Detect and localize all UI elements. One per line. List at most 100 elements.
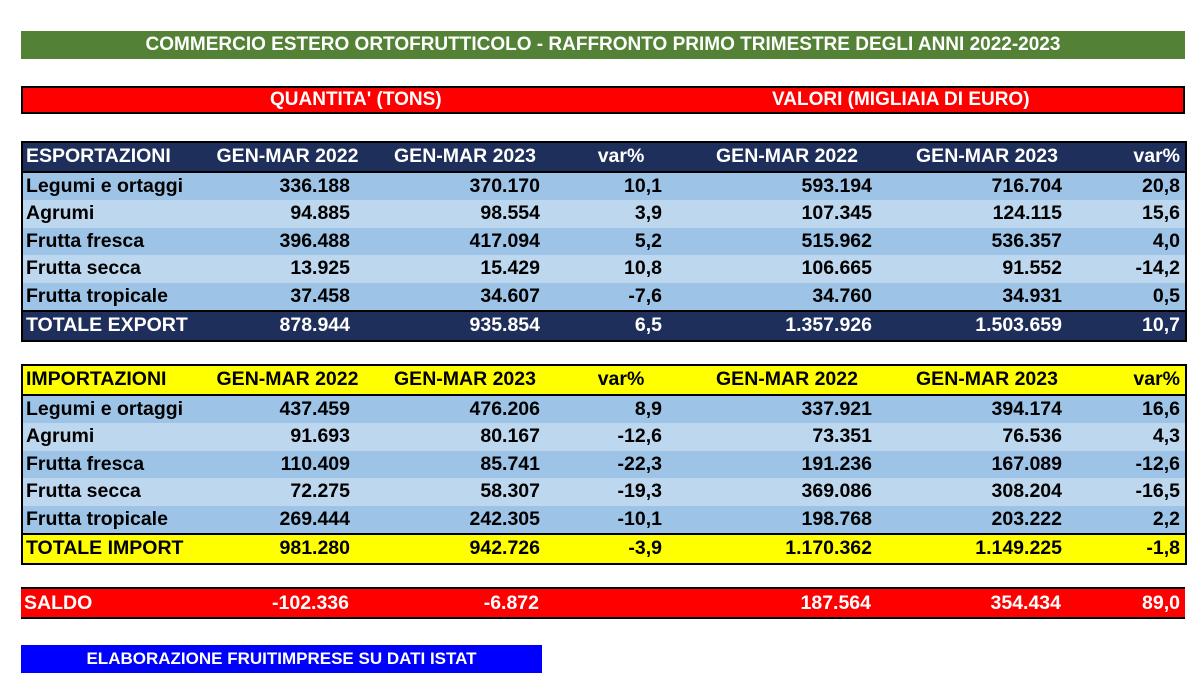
table-cell: 8,9 [560, 393, 682, 423]
table-row: Frutta fresca 396.488 417.094 5,2 515.962 536… [22, 227, 1186, 255]
table-cell: -7,6 [560, 282, 682, 311]
table-cell: GEN-MAR 2023 [892, 365, 1082, 395]
table-cell: 10,7 [1082, 310, 1186, 341]
table-cell: 269.444 [205, 505, 370, 534]
table-row: Frutta fresca 110.409 85.741 -22,3 191.236 16… [22, 450, 1186, 478]
row-label: Frutta tropicale [22, 282, 205, 311]
table-cell: 98.554 [370, 200, 560, 228]
table-cell: 34.607 [370, 282, 560, 311]
table-cell: 94.885 [205, 200, 370, 228]
table-cell: 476.206 [370, 393, 560, 423]
table-cell: 91.693 [205, 423, 370, 451]
table-cell: GEN-MAR 2022 [205, 365, 370, 395]
table-cell: 0,5 [1082, 282, 1186, 311]
table-cell: 16,6 [1082, 393, 1186, 423]
table-cell: 13.925 [205, 255, 370, 283]
table-cell: GEN-MAR 2022 [682, 365, 892, 395]
table-cell: 58.307 [370, 478, 560, 506]
saldo-table: SALDO -102.336 -6.872 187.564 354.434 89,0 [21, 587, 1185, 619]
table-cell: 336.188 [205, 170, 370, 200]
table-cell: var% [560, 365, 682, 395]
table-cell: 2,2 [1082, 505, 1186, 534]
table-cell: 110.409 [205, 450, 370, 478]
table-header-row: ESPORTAZIONI GEN-MAR 2022 GEN-MAR 2023 var%… [22, 142, 1186, 172]
table-cell: 1.503.659 [892, 310, 1082, 341]
table-cell: 536.357 [892, 227, 1082, 255]
table-cell: 15,6 [1082, 200, 1186, 228]
table-cell: 337.921 [682, 393, 892, 423]
row-label: SALDO [21, 587, 204, 619]
table-cell: 417.094 [370, 227, 560, 255]
table-cell: 4,3 [1082, 423, 1186, 451]
table-row: Agrumi 94.885 98.554 3,9 107.345 124.115 15,6 [22, 200, 1186, 228]
table-cell: 73.351 [682, 423, 892, 451]
table-row: Frutta secca 13.925 15.429 10,8 106.665 91.55… [22, 255, 1186, 283]
row-label: IMPORTAZIONI [22, 365, 205, 395]
table-cell: 20,8 [1082, 170, 1186, 200]
table-cell: 1.170.362 [682, 533, 892, 564]
table-cell: 91.552 [892, 255, 1082, 283]
row-label: TOTALE EXPORT [22, 310, 205, 341]
source-note: ELABORAZIONE FRUITIMPRESE SU DATI ISTAT [21, 645, 542, 673]
table-row: Frutta tropicale 37.458 34.607 -7,6 34.760 34… [22, 282, 1186, 311]
table-row: Frutta secca 72.275 58.307 -19,3 369.086 308.… [22, 478, 1186, 506]
table-row: Legumi e ortaggi 437.459 476.206 8,9 337.921… [22, 393, 1186, 423]
table-cell: 187.564 [681, 587, 891, 619]
table-cell: 354.434 [891, 587, 1081, 619]
row-label: Legumi e ortaggi [22, 393, 205, 423]
table-cell: 89,0 [1081, 587, 1185, 619]
table-cell: 1.357.926 [682, 310, 892, 341]
table-cell: 3,9 [560, 200, 682, 228]
row-label: ESPORTAZIONI [22, 142, 205, 172]
table-cell: var% [560, 142, 682, 172]
table-cell: -10,1 [560, 505, 682, 534]
table-cell: -12,6 [560, 423, 682, 451]
row-label: Frutta tropicale [22, 505, 205, 534]
table-cell: 308.204 [892, 478, 1082, 506]
table-cell [559, 587, 681, 619]
table-row: Agrumi 91.693 80.167 -12,6 73.351 76.536 4,3 [22, 423, 1186, 451]
table-cell: 515.962 [682, 227, 892, 255]
table-cell: 80.167 [370, 423, 560, 451]
table-cell: var% [1082, 142, 1186, 172]
row-label: Frutta fresca [22, 450, 205, 478]
table-cell: 10,1 [560, 170, 682, 200]
export-table: ESPORTAZIONI GEN-MAR 2022 GEN-MAR 2023 var%… [21, 141, 1187, 342]
table-cell: 942.726 [370, 533, 560, 564]
saldo-row: SALDO -102.336 -6.872 187.564 354.434 89,0 [21, 587, 1185, 619]
row-label: Legumi e ortaggi [22, 170, 205, 200]
row-label: Agrumi [22, 200, 205, 228]
table-cell: 191.236 [682, 450, 892, 478]
table-cell: -3,9 [560, 533, 682, 564]
table-cell: 167.089 [892, 450, 1082, 478]
table-cell: 76.536 [892, 423, 1082, 451]
import-table: IMPORTAZIONI GEN-MAR 2022 GEN-MAR 2023 var%… [21, 364, 1187, 565]
table-cell: -102.336 [204, 587, 369, 619]
row-label: Frutta secca [22, 255, 205, 283]
row-label: Agrumi [22, 423, 205, 451]
table-cell: 6,5 [560, 310, 682, 341]
total-row: TOTALE IMPORT 981.280 942.726 -3,9 1.170.362… [22, 533, 1186, 564]
table-cell: -12,6 [1082, 450, 1186, 478]
table-cell: 396.488 [205, 227, 370, 255]
table-cell: 593.194 [682, 170, 892, 200]
table-cell: 37.458 [205, 282, 370, 311]
table-cell: 198.768 [682, 505, 892, 534]
page-title: COMMERCIO ESTERO ORTOFRUTTICOLO - RAFFRO… [21, 31, 1185, 59]
table-cell: -22,3 [560, 450, 682, 478]
quantity-section-label: QUANTITA' (TONS) [270, 89, 442, 110]
table-cell: -1,8 [1082, 533, 1186, 564]
table-cell: GEN-MAR 2023 [892, 142, 1082, 172]
table-cell: 981.280 [205, 533, 370, 564]
table-cell: 4,0 [1082, 227, 1186, 255]
table-cell: 107.345 [682, 200, 892, 228]
table-cell: var% [1082, 365, 1186, 395]
table-cell: 878.944 [205, 310, 370, 341]
table-cell: 15.429 [370, 255, 560, 283]
table-row: Frutta tropicale 269.444 242.305 -10,1 198.7… [22, 505, 1186, 534]
table-cell: 242.305 [370, 505, 560, 534]
table-cell: 72.275 [205, 478, 370, 506]
table-cell: 124.115 [892, 200, 1082, 228]
table-cell: 5,2 [560, 227, 682, 255]
table-cell: 34.760 [682, 282, 892, 311]
